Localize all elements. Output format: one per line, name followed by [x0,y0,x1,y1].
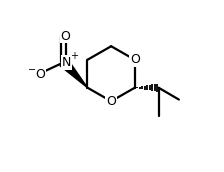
Polygon shape [60,59,87,88]
Text: O: O [35,68,45,81]
Text: N: N [62,56,71,69]
Text: O: O [130,53,140,66]
Text: −: − [28,65,36,75]
Text: +: + [70,51,78,61]
Text: O: O [106,95,116,108]
Text: O: O [60,30,70,43]
